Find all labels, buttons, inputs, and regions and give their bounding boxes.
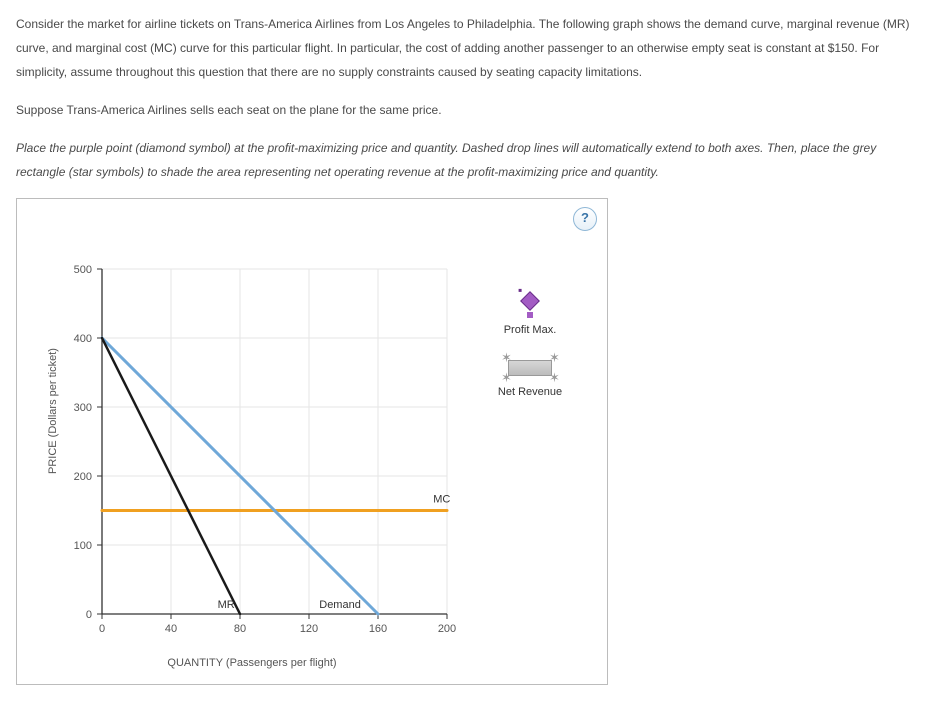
palette-net-revenue-label: Net Revenue [481, 386, 579, 398]
svg-text:200: 200 [74, 471, 92, 483]
y-axis-label: PRICE (Dollars per ticket) [47, 348, 59, 474]
chart-svg[interactable]: 0 100 200 300 400 500 0 40 80 120 160 200 MR Demand MC [47, 249, 457, 669]
legend-palette: Profit Max. ✶✶✶✶ Net Revenue [481, 294, 579, 422]
svg-text:200: 200 [438, 623, 456, 635]
svg-text:80: 80 [234, 623, 246, 635]
question-text: Consider the market for airline tickets … [16, 12, 914, 184]
revenue-rect-icon: ✶✶✶✶ [508, 360, 552, 376]
svg-text:500: 500 [74, 264, 92, 276]
svg-text:0: 0 [86, 609, 92, 621]
palette-profit-max-label: Profit Max. [481, 324, 579, 336]
palette-profit-max[interactable]: Profit Max. [481, 294, 579, 336]
svg-text:MR: MR [218, 599, 235, 611]
diamond-icon [520, 291, 540, 311]
paragraph-instructions: Place the purple point (diamond symbol) … [16, 136, 914, 184]
svg-text:40: 40 [165, 623, 177, 635]
svg-text:Demand: Demand [319, 599, 361, 611]
paragraph-1: Consider the market for airline tickets … [16, 12, 914, 84]
palette-net-revenue[interactable]: ✶✶✶✶ Net Revenue [481, 360, 579, 398]
svg-text:160: 160 [369, 623, 387, 635]
svg-text:MC: MC [433, 494, 450, 506]
paragraph-2: Suppose Trans-America Airlines sells eac… [16, 98, 914, 122]
svg-text:100: 100 [74, 540, 92, 552]
svg-text:400: 400 [74, 333, 92, 345]
graph-tool-card: ? 0 100 200 300 400 500 0 40 80 120 160 200 MR Demand… [16, 198, 608, 685]
x-axis-label: QUANTITY (Passengers per flight) [167, 657, 336, 669]
svg-text:120: 120 [300, 623, 318, 635]
svg-text:0: 0 [99, 623, 105, 635]
help-button[interactable]: ? [573, 207, 597, 231]
svg-text:300: 300 [74, 402, 92, 414]
plot-area[interactable]: 0 100 200 300 400 500 0 40 80 120 160 200 MR Demand MC… [47, 249, 457, 669]
